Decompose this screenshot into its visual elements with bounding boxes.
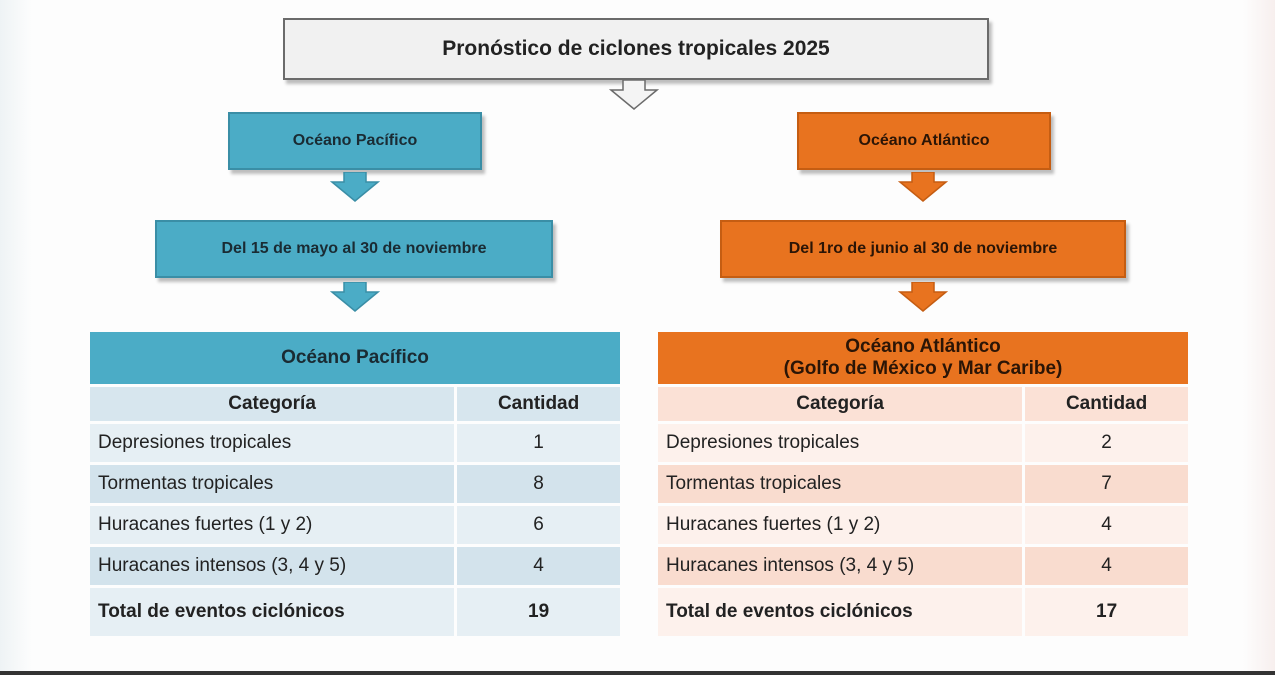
table-total-row: Total de eventos ciclónicos 17 xyxy=(658,588,1188,636)
total-label: Total de eventos ciclónicos xyxy=(90,588,458,636)
atlantic-table: Océano Atlántico (Golfo de México y Mar … xyxy=(658,329,1188,639)
table-total-row: Total de eventos ciclónicos 19 xyxy=(90,588,620,636)
row-quantity: 4 xyxy=(1025,506,1188,544)
table-row: Huracanes fuertes (1 y 2) 4 xyxy=(658,506,1188,544)
table-row: Tormentas tropicales 7 xyxy=(658,465,1188,503)
row-quantity: 1 xyxy=(457,424,620,462)
bottom-divider xyxy=(0,671,1275,675)
pacific-table-title: Océano Pacífico xyxy=(90,332,620,384)
row-quantity: 7 xyxy=(1025,465,1188,503)
total-value: 17 xyxy=(1025,588,1188,636)
atlantic-table-title-line2: (Golfo de México y Mar Caribe) xyxy=(783,358,1063,379)
down-arrow-icon xyxy=(898,172,948,202)
row-category: Huracanes fuertes (1 y 2) xyxy=(90,506,458,544)
down-arrow-icon xyxy=(609,80,659,110)
row-quantity: 8 xyxy=(457,465,620,503)
total-label: Total de eventos ciclónicos xyxy=(658,588,1026,636)
row-category: Huracanes intensos (3, 4 y 5) xyxy=(90,547,458,585)
pacific-table: Océano Pacífico Categoría Cantidad Depre… xyxy=(90,329,620,639)
atlantic-table-title-line1: Océano Atlántico xyxy=(845,336,1001,357)
row-quantity: 4 xyxy=(1025,547,1188,585)
down-arrow-icon xyxy=(330,172,380,202)
row-category: Tormentas tropicales xyxy=(90,465,458,503)
diagram-title: Pronóstico de ciclones tropicales 2025 xyxy=(283,18,989,80)
row-quantity: 2 xyxy=(1025,424,1188,462)
row-category: Depresiones tropicales xyxy=(658,424,1026,462)
row-quantity: 4 xyxy=(457,547,620,585)
atlantic-table-title: Océano Atlántico (Golfo de México y Mar … xyxy=(658,332,1188,384)
column-header-category: Categoría xyxy=(90,387,458,421)
table-row: Tormentas tropicales 8 xyxy=(90,465,620,503)
table-row: Huracanes intensos (3, 4 y 5) 4 xyxy=(658,547,1188,585)
right-edge-shade xyxy=(1243,0,1275,675)
column-header-quantity: Cantidad xyxy=(457,387,620,421)
atlantic-period-box: Del 1ro de junio al 30 de noviembre xyxy=(720,220,1126,278)
atlantic-region-box: Océano Atlántico xyxy=(797,112,1051,170)
row-category: Huracanes fuertes (1 y 2) xyxy=(658,506,1026,544)
table-row: Depresiones tropicales 2 xyxy=(658,424,1188,462)
table-row: Huracanes intensos (3, 4 y 5) 4 xyxy=(90,547,620,585)
row-quantity: 6 xyxy=(457,506,620,544)
table-row: Huracanes fuertes (1 y 2) 6 xyxy=(90,506,620,544)
pacific-region-box: Océano Pacífico xyxy=(228,112,482,170)
row-category: Depresiones tropicales xyxy=(90,424,458,462)
pacific-period-box: Del 15 de mayo al 30 de noviembre xyxy=(155,220,553,278)
down-arrow-icon xyxy=(898,282,948,312)
down-arrow-icon xyxy=(330,282,380,312)
column-header-category: Categoría xyxy=(658,387,1026,421)
left-edge-shade xyxy=(0,0,32,675)
column-header-quantity: Cantidad xyxy=(1025,387,1188,421)
row-category: Huracanes intensos (3, 4 y 5) xyxy=(658,547,1026,585)
table-row: Depresiones tropicales 1 xyxy=(90,424,620,462)
total-value: 19 xyxy=(457,588,620,636)
row-category: Tormentas tropicales xyxy=(658,465,1026,503)
